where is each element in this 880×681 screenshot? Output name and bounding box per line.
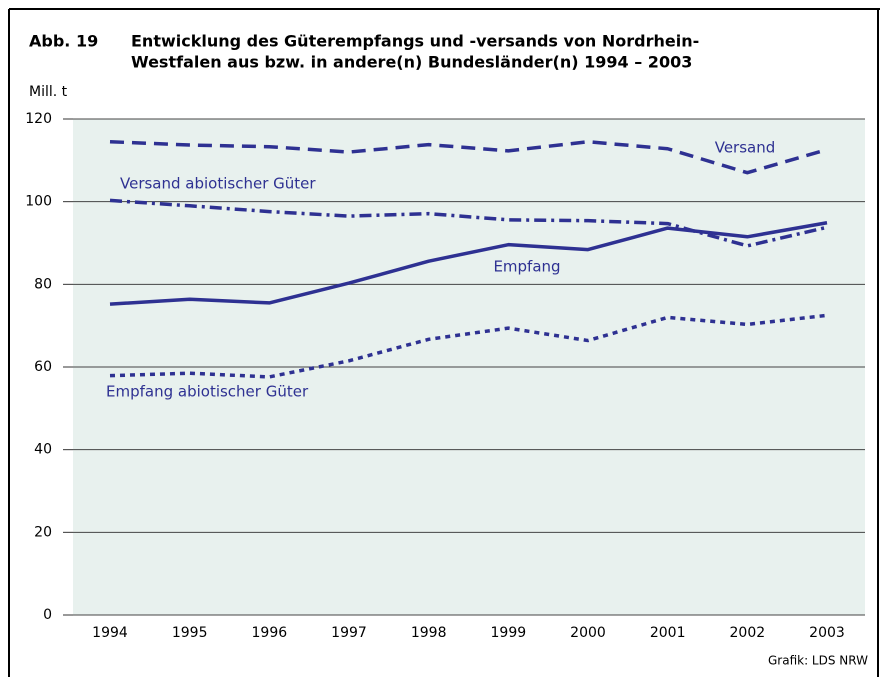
x-tick-label: 1995 xyxy=(172,625,208,641)
y-tick-label: 100 xyxy=(25,194,52,210)
x-tick-label: 2002 xyxy=(730,625,766,641)
series-line xyxy=(109,139,828,175)
x-tick-label: 2001 xyxy=(650,625,686,641)
series-label: Empfang abiotischer Güter xyxy=(106,383,309,401)
y-tick-label: 20 xyxy=(34,524,52,540)
x-tick-label: 1994 xyxy=(92,625,128,641)
y-axis-label: Mill. t xyxy=(29,84,68,100)
y-tick-label: 0 xyxy=(43,607,52,623)
x-tick-label: 1999 xyxy=(491,625,527,641)
x-tick-label: 1996 xyxy=(252,625,288,641)
series-line xyxy=(109,313,828,379)
series-label: Empfang xyxy=(493,258,560,276)
x-tick-label: 2003 xyxy=(809,625,845,641)
y-tick-label: 80 xyxy=(34,276,52,292)
y-tick-label: 40 xyxy=(34,442,52,458)
y-tick-label: 120 xyxy=(25,111,52,127)
chart-title: Westfalen aus bzw. in andere(n) Bundeslä… xyxy=(131,53,692,72)
chart-title: Entwicklung des Güterempfangs und -versa… xyxy=(131,32,699,51)
x-tick-label: 2000 xyxy=(570,625,606,641)
series-label: Versand xyxy=(715,139,776,157)
figure-label: Abb. 19 xyxy=(29,32,98,51)
series-label: Versand abiotischer Güter xyxy=(120,175,316,193)
series-line xyxy=(109,198,828,248)
source: Grafik: LDS NRW xyxy=(768,654,868,668)
x-tick-label: 1997 xyxy=(331,625,367,641)
series-line xyxy=(109,221,828,306)
x-tick-label: 1998 xyxy=(411,625,447,641)
y-tick-label: 60 xyxy=(34,359,52,375)
